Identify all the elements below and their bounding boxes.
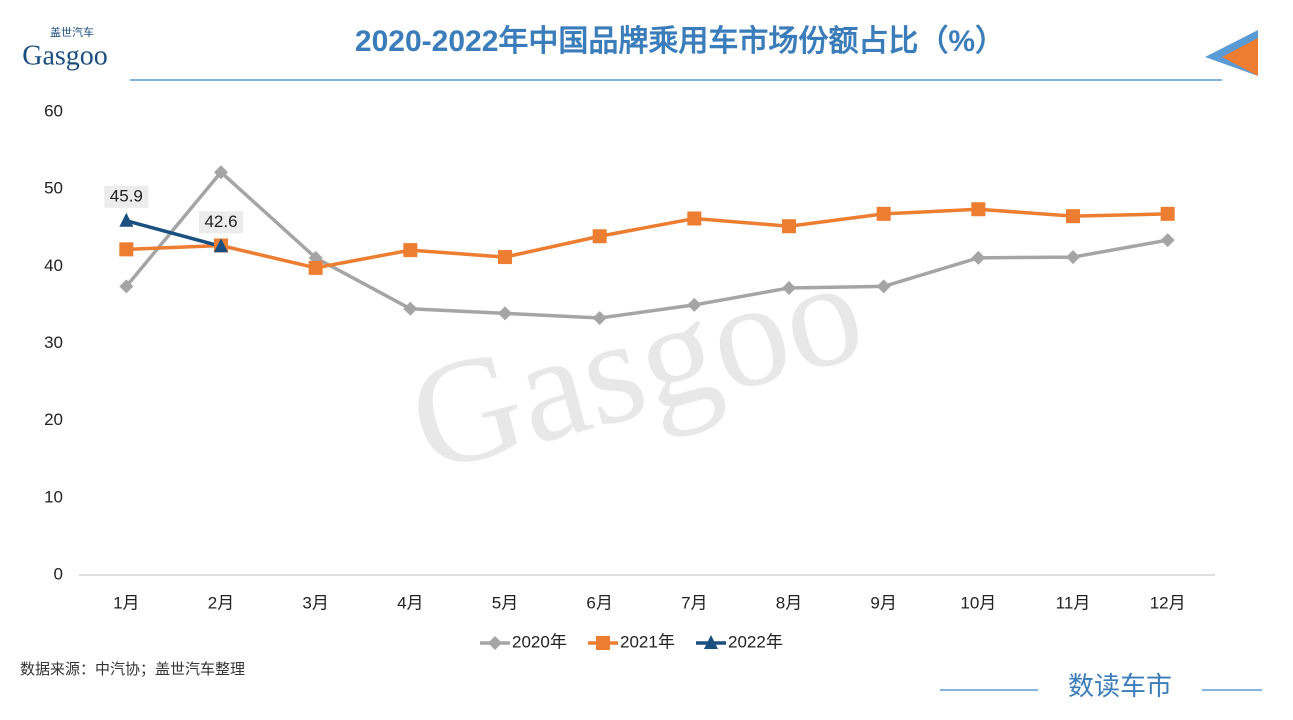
data-point: [1160, 206, 1175, 221]
logo-sub: 盖世汽车: [50, 25, 94, 39]
data-point: [687, 211, 702, 226]
data-point: [1160, 233, 1175, 248]
data-point: [592, 229, 607, 244]
legend-marker: [596, 636, 610, 650]
data-point: [214, 165, 228, 180]
data-point: [876, 206, 891, 221]
series-line: [124, 169, 1168, 320]
y-tick-label: 50: [44, 179, 63, 198]
data-point: [782, 280, 796, 295]
data-label: 42.6: [204, 212, 237, 231]
chart-title: 2020-2022年中国品牌乘用车市场份额占比（%）: [355, 24, 1005, 58]
y-tick-label: 40: [44, 256, 63, 275]
data-point: [119, 279, 134, 294]
data-point: [403, 301, 418, 316]
x-tick-label: 6月: [586, 593, 612, 612]
data-point: [971, 250, 986, 265]
legend-label: 2021年: [620, 632, 675, 651]
data-point: [592, 311, 607, 326]
data-point: [782, 219, 796, 234]
data-point: [308, 260, 323, 275]
x-tick-label: 3月: [302, 593, 328, 612]
series-line: [125, 219, 222, 248]
data-point: [971, 202, 986, 217]
data-point: [1066, 209, 1080, 224]
data-point: [876, 279, 891, 294]
y-tick-label: 30: [44, 333, 63, 352]
data-point: [498, 250, 512, 265]
legend-label: 2020年: [512, 632, 567, 651]
x-tick-label: 7月: [681, 593, 707, 612]
series-line: [126, 207, 1168, 270]
data-label: 45.9: [110, 186, 143, 205]
watermark: Gasgoo: [393, 225, 879, 504]
logo: Gasgoo: [22, 40, 108, 71]
x-tick-label: 12月: [1150, 593, 1186, 612]
y-tick-label: 20: [44, 410, 63, 429]
legend-marker: [704, 635, 718, 649]
data-label-bg: [199, 211, 243, 234]
x-tick-label: 2月: [208, 593, 234, 612]
legend-marker: [488, 636, 502, 650]
y-tick-label: 10: [44, 487, 63, 506]
x-tick-label: 1月: [113, 593, 139, 612]
data-point: [403, 243, 418, 258]
x-tick-label: 4月: [397, 593, 423, 612]
source-note: 数据来源：中汽协；盖世汽车整理: [20, 661, 245, 678]
data-point: [498, 306, 512, 321]
y-tick-label: 0: [54, 564, 63, 583]
x-tick-label: 10月: [960, 593, 996, 612]
data-point: [1066, 250, 1080, 265]
x-tick-label: 5月: [492, 593, 518, 612]
x-tick-label: 11月: [1056, 593, 1091, 612]
x-tick-label: 8月: [776, 593, 802, 612]
data-point: [214, 238, 228, 253]
corner-arrow-orange: [1222, 38, 1258, 76]
legend-label: 2022年: [728, 632, 783, 651]
data-point: [119, 242, 134, 257]
x-tick-label: 9月: [870, 593, 896, 612]
data-point: [119, 212, 134, 227]
brand: 数读车市: [1068, 671, 1172, 701]
data-label-bg: [104, 185, 149, 208]
y-tick-label: 60: [44, 101, 63, 120]
data-point: [687, 297, 702, 312]
